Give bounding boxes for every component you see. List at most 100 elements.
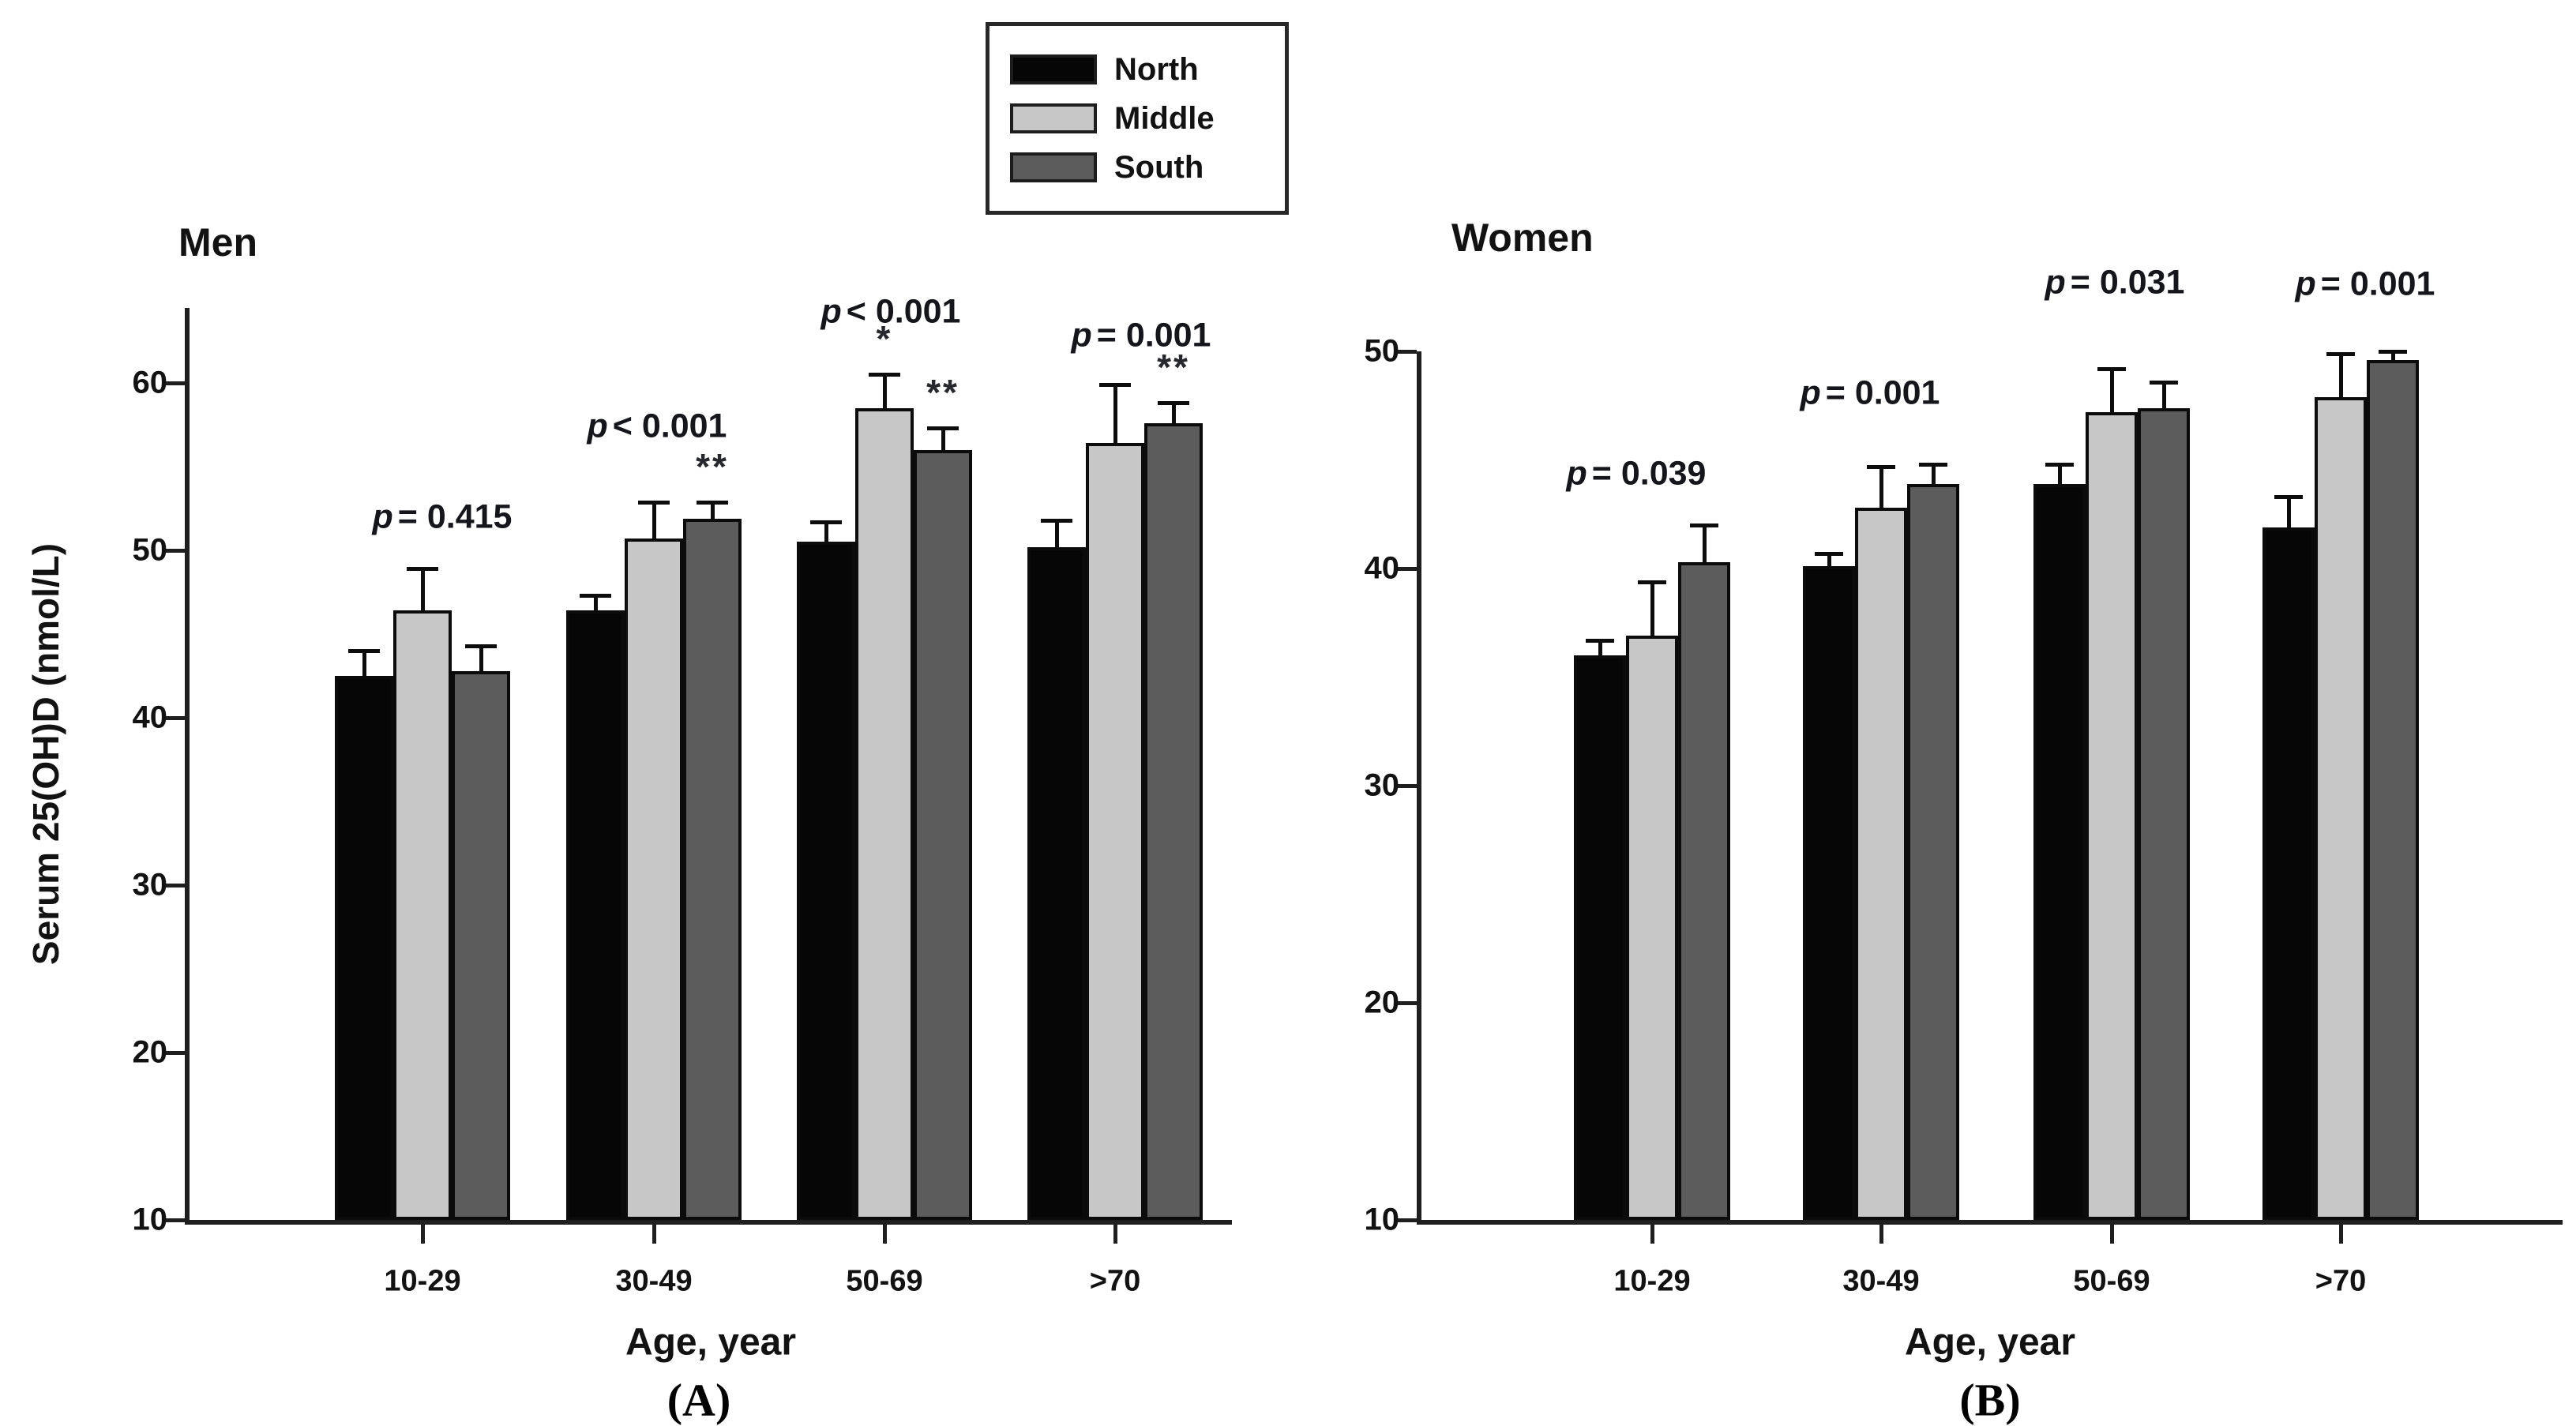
x-axis-women: [1417, 1220, 2563, 1225]
error-bar-stem-women-1-1: [1879, 466, 1883, 508]
legend-label-north: North: [1114, 51, 1199, 87]
p-value-label-men-3: p = 0.001: [1072, 317, 1211, 355]
error-bar-cap-women-1-2: [1919, 463, 1947, 467]
y-tick-label-women-20: 20: [1364, 985, 1400, 1020]
bar-men-50-69-north: [797, 542, 855, 1220]
error-bar-cap-women-0-1: [1638, 580, 1666, 584]
error-bar-cap-men-0-1: [407, 567, 438, 572]
legend-row-north: North: [1010, 52, 1285, 87]
y-tick-women-50: [1398, 350, 1417, 354]
significance-star-men-3-2: **: [1157, 347, 1190, 388]
y-tick-label-women-40: 40: [1364, 550, 1400, 586]
x-tick-men-1: [652, 1225, 656, 1244]
error-bar-cap-men-0-2: [465, 644, 497, 648]
bar-men->70-middle: [1086, 443, 1144, 1220]
bar-women-10-29-middle: [1626, 636, 1678, 1220]
x-tick-women-2: [2110, 1225, 2114, 1244]
error-bar-stem-men-0-1: [420, 569, 425, 611]
p-value-symbol: p: [2295, 265, 2316, 303]
bar-men-10-29-north: [335, 676, 393, 1220]
panel-label-a: (A): [667, 1374, 731, 1426]
error-bar-cap-men-1-1: [638, 500, 670, 505]
error-bar-stem-men-0-0: [362, 651, 366, 676]
error-bar-stem-women-3-2: [2390, 351, 2395, 360]
bar-women-50-69-middle: [2086, 412, 2138, 1220]
bar-women-50-69-south: [2138, 407, 2190, 1220]
error-bar-stem-men-3-0: [1054, 520, 1059, 547]
error-bar-cap-women-1-0: [1815, 551, 1843, 556]
p-value-symbol: p: [2045, 263, 2066, 302]
p-value-text: = 0.001: [1096, 316, 1211, 355]
p-value-symbol: p: [820, 292, 842, 331]
x-tick-men-3: [1113, 1225, 1117, 1244]
legend-row-middle: Middle: [1010, 101, 1285, 136]
y-tick-men-50: [166, 549, 185, 553]
error-bar-stem-men-1-1: [652, 501, 656, 539]
legend-swatch-south-icon: [1010, 152, 1097, 182]
error-bar-stem-men-3-1: [1113, 385, 1117, 444]
error-bar-cap-women-3-1: [2326, 351, 2355, 356]
error-bar-stem-men-2-1: [882, 374, 887, 408]
error-bar-stem-men-2-0: [824, 521, 828, 542]
error-bar-cap-women-2-1: [2097, 367, 2126, 371]
p-value-text: < 0.001: [846, 292, 961, 331]
bar-men-30-49-south: [683, 518, 742, 1220]
p-value-label-men-1: p < 0.001: [588, 407, 727, 446]
error-bar-cap-men-3-2: [1158, 401, 1189, 406]
p-value-text: < 0.001: [612, 407, 727, 445]
bar-men-30-49-middle: [625, 539, 683, 1220]
p-value-label-women-0: p = 0.039: [1567, 455, 1707, 493]
error-bar-stem-men-2-2: [941, 428, 945, 450]
y-tick-label-men-60: 60: [132, 365, 168, 400]
bar-women-30-49-south: [1907, 483, 1959, 1220]
bar-women-50-69-north: [2033, 483, 2086, 1220]
error-bar-cap-men-0-0: [348, 649, 380, 654]
bar-men-10-29-middle: [393, 610, 452, 1220]
p-value-text: = 0.039: [1591, 454, 1707, 493]
x-tick-men-2: [883, 1225, 887, 1244]
error-bar-stem-women-0-2: [1702, 525, 1707, 562]
significance-star-men-1-2: **: [696, 445, 729, 487]
p-value-symbol: p: [372, 497, 393, 536]
y-tick-men-20: [166, 1051, 185, 1055]
p-value-label-women-2: p = 0.031: [2045, 264, 2185, 302]
error-bar-cap-men-2-2: [927, 426, 959, 431]
error-bar-stem-women-2-0: [2057, 464, 2062, 484]
bar-men->70-north: [1027, 546, 1086, 1220]
y-tick-women-40: [1398, 567, 1417, 571]
y-tick-label-men-10: 10: [132, 1202, 168, 1237]
p-value-label-men-2: p < 0.001: [821, 293, 961, 332]
error-bar-stem-women-2-2: [2161, 381, 2166, 408]
bar-women-10-29-north: [1574, 655, 1626, 1220]
bar-women-10-29-south: [1678, 561, 1730, 1220]
y-tick-label-women-30: 30: [1364, 767, 1400, 803]
x-category-label-women-1: 30-49: [1842, 1264, 1920, 1298]
bar-women-30-49-north: [1803, 566, 1855, 1220]
error-bar-stem-men-1-0: [593, 595, 598, 611]
y-axis-men: [185, 308, 190, 1225]
x-tick-women-0: [1650, 1225, 1654, 1244]
p-value-symbol: p: [1071, 316, 1092, 355]
y-tick-men-40: [166, 716, 185, 720]
error-bar-stem-men-1-2: [710, 501, 715, 519]
error-bar-cap-women-2-2: [2150, 380, 2178, 385]
significance-star-men-2-1: *: [876, 318, 893, 360]
legend-swatch-north-icon: [1010, 54, 1097, 84]
error-bar-stem-women-2-1: [2109, 369, 2114, 412]
legend-label-south: South: [1114, 149, 1204, 185]
bar-men->70-south: [1144, 422, 1203, 1220]
y-tick-label-men-20: 20: [132, 1034, 168, 1070]
bar-women->70-north: [2262, 527, 2315, 1220]
x-axis-title-men: Age, year: [625, 1321, 797, 1364]
x-axis-men: [185, 1220, 1232, 1225]
p-value-text: = 0.001: [1825, 373, 1940, 412]
x-tick-women-3: [2339, 1225, 2343, 1244]
error-bar-cap-men-1-0: [580, 594, 611, 599]
y-tick-men-10: [166, 1218, 185, 1222]
y-tick-label-women-10: 10: [1364, 1202, 1400, 1237]
p-value-symbol: p: [587, 407, 608, 445]
error-bar-cap-men-2-1: [869, 373, 900, 377]
bar-women->70-middle: [2315, 396, 2367, 1220]
error-bar-stem-women-3-0: [2286, 497, 2291, 527]
